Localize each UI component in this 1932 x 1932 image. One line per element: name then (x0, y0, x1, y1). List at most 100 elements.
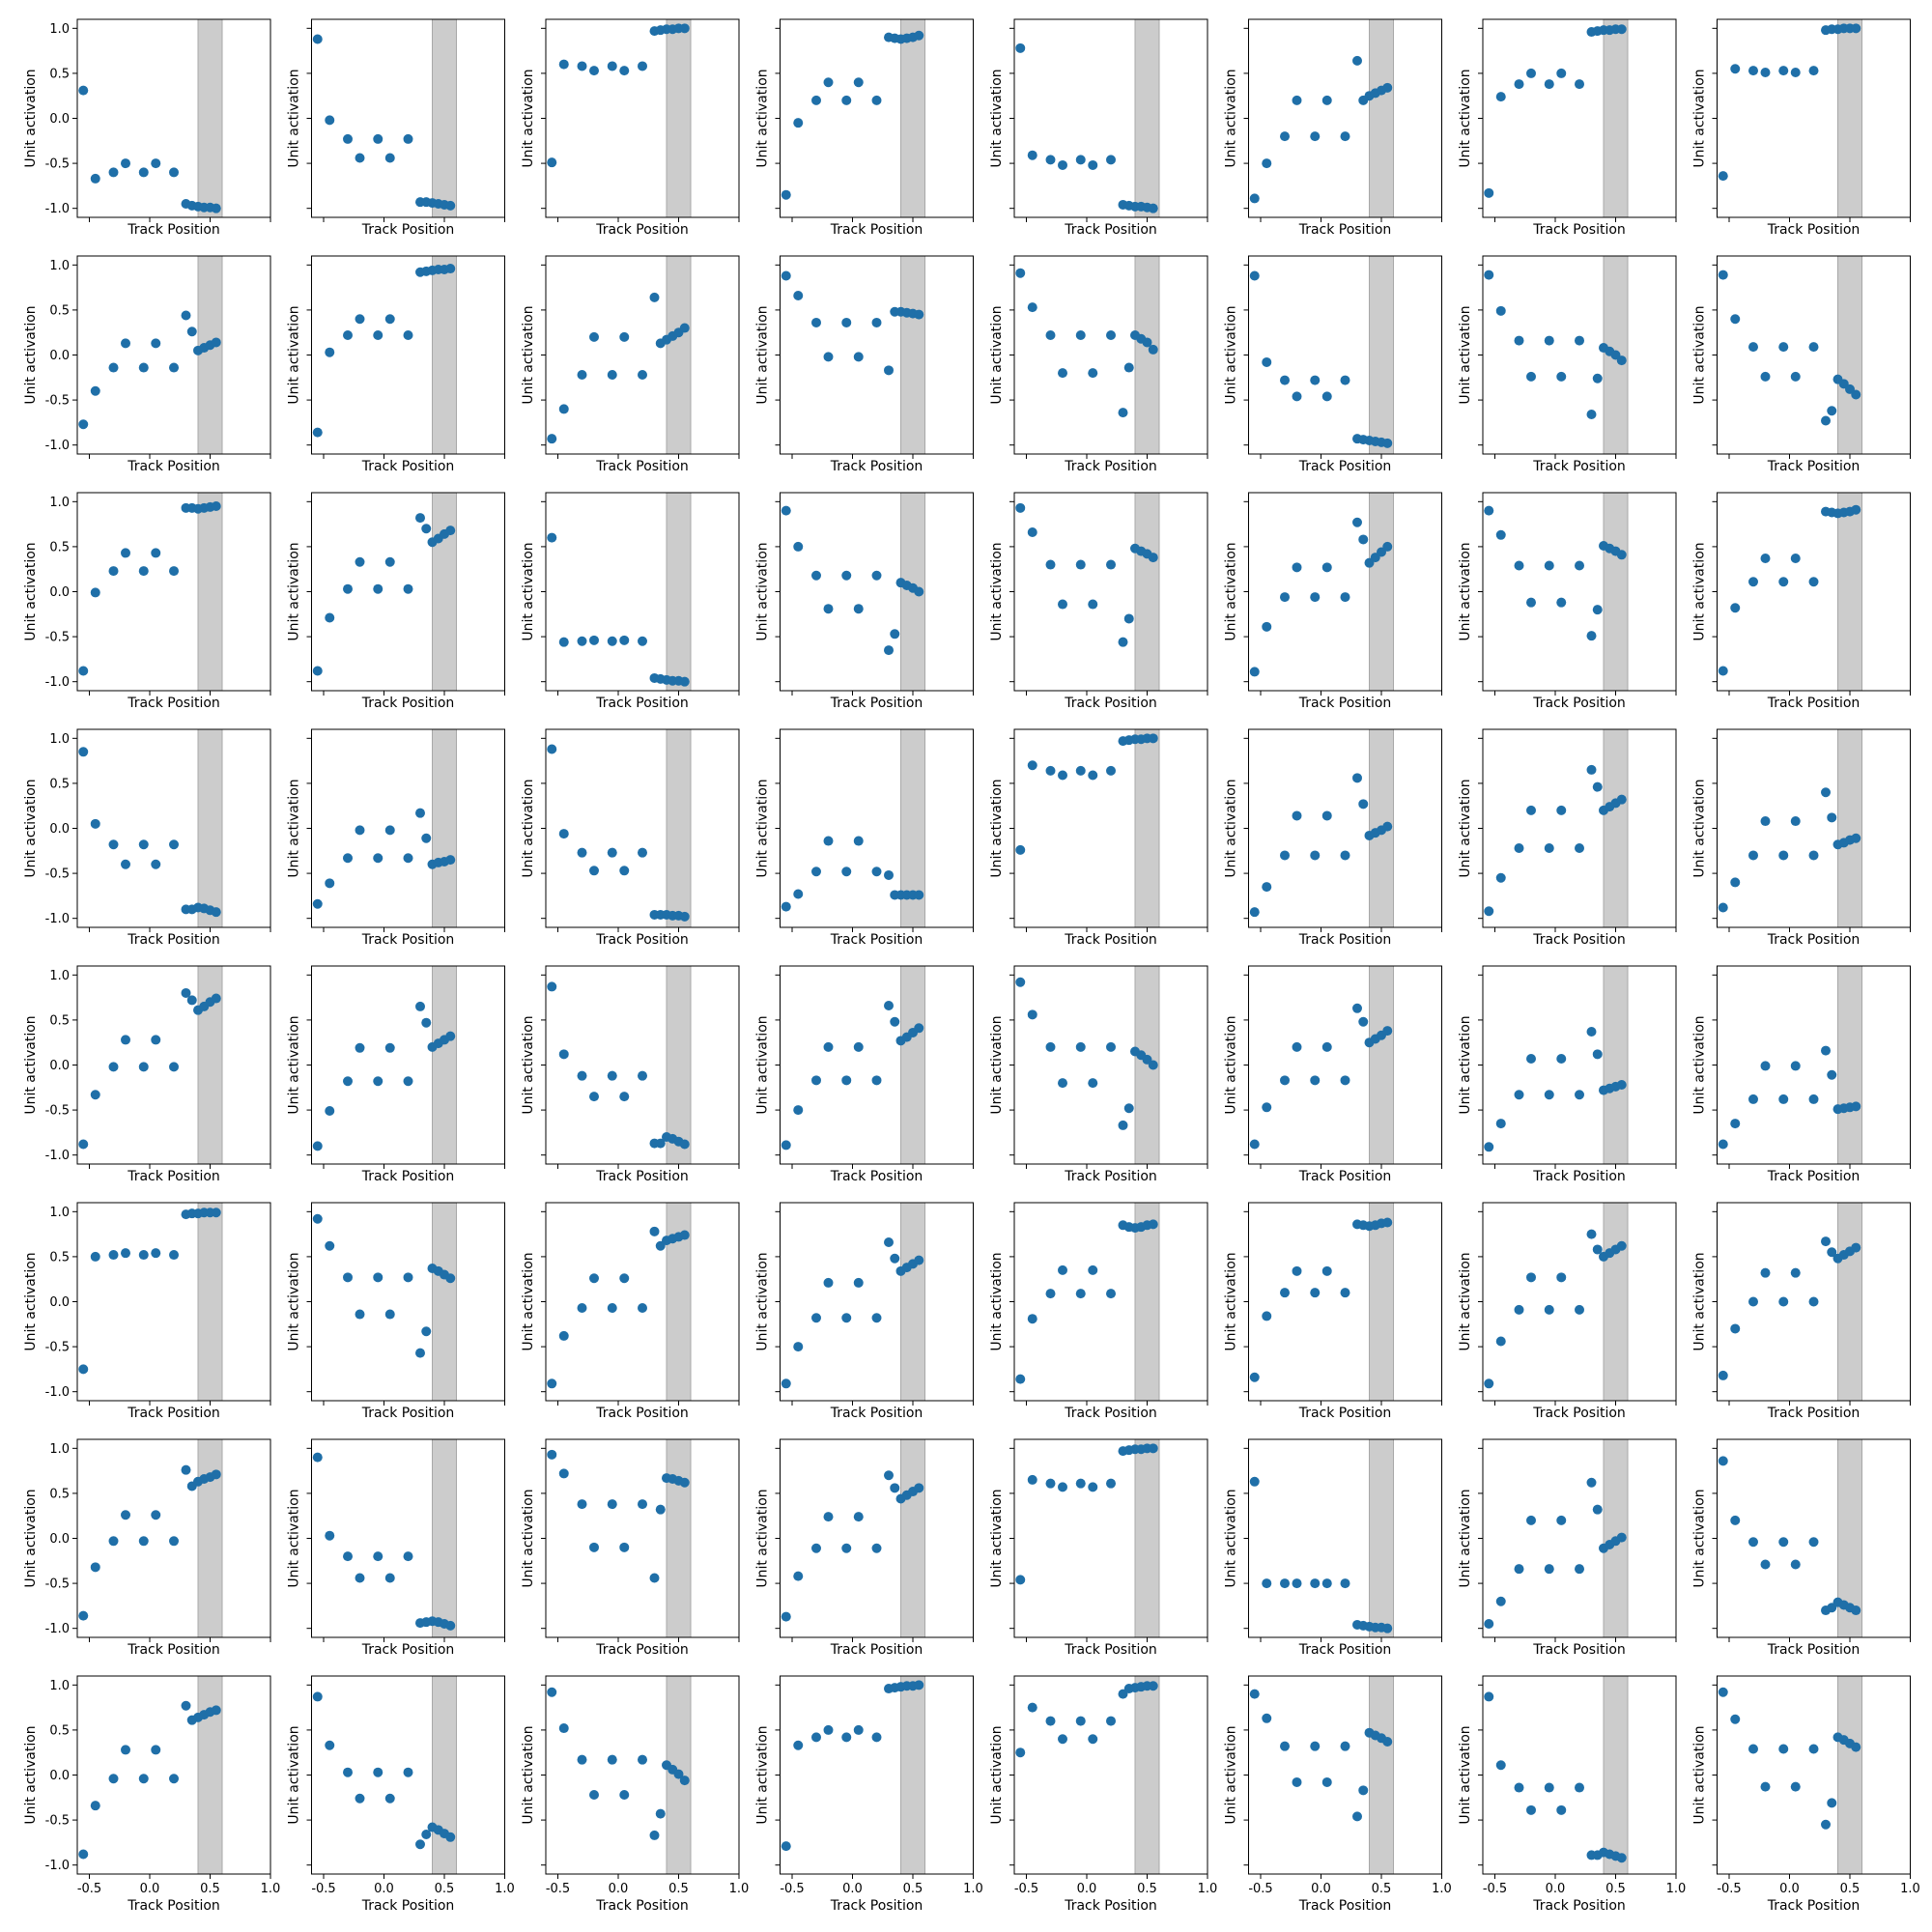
y-axis-label: Unit activation (1458, 1489, 1473, 1587)
y-tick-label: -1.0 (45, 1149, 70, 1163)
data-point (90, 1251, 100, 1262)
subplot-17: -1.0 -0.5 0.0 0.5 1.0 Track Position Unit acti… (23, 492, 271, 711)
data-point (1808, 342, 1819, 353)
shaded-region (666, 18, 692, 218)
data-point (1495, 529, 1506, 540)
shaded-region (1369, 18, 1394, 218)
data-point (1718, 902, 1728, 913)
data-point (1484, 1142, 1494, 1152)
x-axis-label: Track Position (1298, 459, 1392, 474)
data-point (343, 1551, 353, 1562)
data-point (547, 1378, 557, 1389)
data-point (1148, 733, 1158, 744)
data-point (1249, 1476, 1260, 1487)
data-point (1790, 554, 1801, 564)
data-point (151, 859, 161, 869)
data-point (108, 1774, 119, 1784)
data-point (151, 1510, 161, 1520)
y-tick-label: -0.5 (45, 1814, 70, 1829)
x-axis-label: Track Position (830, 696, 923, 711)
data-point (673, 1769, 684, 1779)
data-point (1616, 550, 1627, 560)
data-point (325, 1530, 335, 1541)
shaded-region (1134, 1202, 1160, 1402)
data-point (169, 1062, 179, 1072)
data-point (781, 901, 791, 912)
data-point (151, 1035, 161, 1045)
shaded-region (197, 492, 223, 692)
data-point (1249, 1139, 1260, 1150)
x-axis-label: Track Position (830, 459, 923, 474)
data-point (781, 505, 791, 516)
y-axis-label: Unit activation (755, 1725, 771, 1824)
data-point (312, 1691, 323, 1702)
data-point (1262, 158, 1272, 169)
subplot-41: -1.0 -0.5 0.0 0.5 1.0 Track Position Unit acti… (23, 1202, 271, 1421)
shaded-region (1369, 1675, 1394, 1875)
data-point (78, 1364, 89, 1375)
data-point (1088, 368, 1098, 379)
data-point (1280, 1288, 1290, 1298)
data-point (1148, 1681, 1158, 1691)
data-point (793, 541, 804, 552)
data-point (1123, 1103, 1134, 1114)
data-point (679, 1139, 690, 1150)
data-point (1778, 1537, 1789, 1548)
data-point (151, 548, 161, 558)
y-axis-label: Unit activation (521, 779, 536, 877)
subplot-62: -0.5 0.0 0.5 1.0 Track Position Unit activati… (1224, 1675, 1452, 1914)
subplot-22: Track Position Unit activation (1224, 492, 1442, 711)
data-point (1790, 1061, 1801, 1071)
subplot-9: -1.0 -0.5 0.0 0.5 1.0 Track Position Unit acti… (23, 255, 271, 474)
data-point (1118, 1120, 1128, 1130)
y-tick-label: 0.5 (49, 1013, 70, 1028)
data-point (823, 1724, 834, 1735)
y-tick-label: 1.0 (49, 496, 70, 510)
data-point (1075, 1289, 1086, 1299)
data-point (1484, 187, 1494, 198)
x-axis-label: Track Position (1298, 1642, 1392, 1658)
y-axis-label: Unit activation (989, 1015, 1005, 1114)
data-point (1827, 406, 1837, 416)
data-point (445, 1031, 456, 1041)
subplot-31: Track Position Unit activation (1458, 728, 1677, 948)
x-tick-label: 0.5 (200, 1882, 220, 1896)
y-tick-label: -1.0 (45, 202, 70, 216)
x-axis-label: Track Position (595, 696, 689, 711)
subplot-26: Track Position Unit activation (287, 728, 505, 948)
data-point (655, 1808, 666, 1819)
data-point (1310, 592, 1321, 603)
data-point (1556, 1804, 1567, 1815)
shaded-region (1837, 728, 1862, 928)
data-point (558, 637, 569, 647)
data-point (1148, 344, 1158, 355)
data-point (421, 524, 432, 534)
data-point (1821, 787, 1831, 798)
data-point (607, 847, 617, 858)
x-tick-label: 0.5 (1372, 1882, 1392, 1896)
data-point (914, 890, 924, 900)
data-point (373, 1272, 384, 1283)
data-point (78, 1610, 89, 1621)
x-tick-label: 0.0 (609, 1882, 629, 1896)
data-point (1778, 1094, 1789, 1104)
shaded-region (666, 728, 692, 928)
data-point (1586, 1477, 1597, 1488)
subplot-42: Track Position Unit activation (287, 1202, 505, 1421)
data-point (1760, 1061, 1771, 1071)
y-axis-label: Unit activation (23, 1489, 39, 1587)
data-point (1340, 1288, 1350, 1298)
data-point (1148, 1443, 1158, 1454)
data-point (884, 365, 894, 376)
x-tick-label: 1.0 (1198, 1882, 1218, 1896)
shaded-region (1134, 255, 1160, 455)
data-point (649, 1226, 660, 1236)
data-point (607, 1070, 617, 1081)
subplot-48: Track Position Unit activation (1692, 1202, 1911, 1421)
subplot-56: Track Position Unit activation (1692, 1438, 1911, 1658)
data-point (1015, 1747, 1026, 1758)
data-point (884, 869, 894, 880)
data-point (1262, 882, 1272, 893)
x-tick-label: -0.5 (1248, 1882, 1272, 1896)
x-tick-label: 0.5 (668, 1882, 689, 1896)
